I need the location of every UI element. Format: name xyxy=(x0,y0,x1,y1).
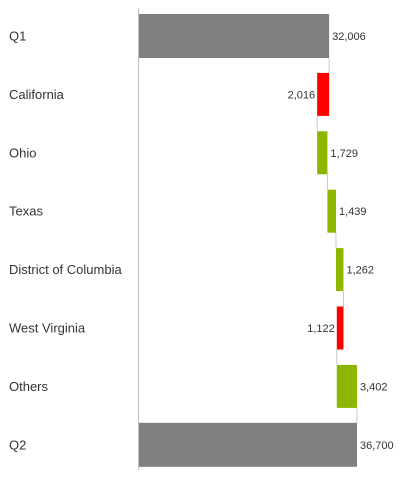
category-label-texas: Texas xyxy=(9,204,43,219)
bar-california xyxy=(317,72,330,116)
value-label-ohio: 1,729 xyxy=(330,148,358,160)
connector-lines xyxy=(316,58,358,423)
bar-q1 xyxy=(139,14,330,58)
category-label-california: California xyxy=(9,87,65,102)
bar-ohio xyxy=(317,131,328,175)
bar-district-of-columbia xyxy=(335,248,344,292)
value-label-west-virginia: 1,122 xyxy=(307,323,335,335)
value-label-district-of-columbia: 1,262 xyxy=(346,265,374,277)
category-label-q1: Q1 xyxy=(9,29,26,44)
value-label-texas: 1,439 xyxy=(339,206,367,218)
category-label-west-virginia: West Virginia xyxy=(9,321,86,336)
value-label-q2: 36,700 xyxy=(360,440,394,452)
value-labels: 32,006 2,016 1,729 1,439 1,262 1,122 3,402 36,7… xyxy=(288,31,394,452)
category-label-others: Others xyxy=(9,379,49,394)
bar-q2 xyxy=(139,422,357,467)
value-label-california: 2,016 xyxy=(288,89,316,101)
value-label-q1: 32,006 xyxy=(332,31,366,43)
category-label-ohio: Ohio xyxy=(9,145,36,160)
value-label-others: 3,402 xyxy=(360,381,388,393)
bars-group xyxy=(139,14,357,467)
bar-others xyxy=(336,364,357,408)
bar-west-virginia xyxy=(336,306,344,350)
bar-texas xyxy=(327,189,336,233)
category-label-q2: Q2 xyxy=(9,437,26,452)
category-label-district-of-columbia: District of Columbia xyxy=(9,262,122,277)
category-labels: Q1 California Ohio Texas District of Columbi… xyxy=(9,29,122,453)
